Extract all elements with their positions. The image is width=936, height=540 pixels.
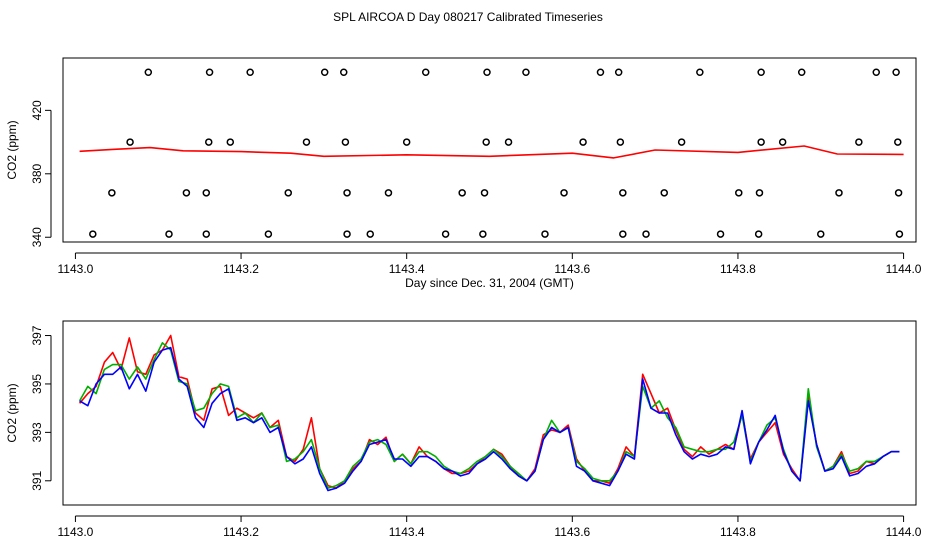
data-point-marker [614,68,623,77]
series-line-3 [79,346,900,492]
chart-panel-top: 1143.0 1143.2 1143.4 1143.6 1143.8 1144.0 Day … [5,57,922,290]
y-tick-label: 420 [30,100,44,120]
data-point-marker [716,230,725,238]
data-point-marker [89,230,97,238]
y-tick-label: 393 [30,422,44,442]
data-point-marker [458,189,466,197]
y-tick-label: 340 [30,227,44,247]
data-point-marker [144,68,153,77]
data-point-marker [126,138,134,146]
data-point-marker [284,189,293,197]
data-point-marker [892,68,900,77]
plot-frame [62,57,917,243]
data-point-marker [421,68,430,77]
data-point-marker [596,68,605,77]
data-point-marker [165,230,173,238]
data-point-marker [384,189,393,197]
x-tick-label: 1143.4 [389,262,425,276]
data-point-marker [108,189,116,197]
data-point-marker [754,230,763,238]
data-point-marker [339,68,348,77]
x-tick-label: 1143.2 [223,525,259,539]
data-point-marker [541,230,549,238]
x-tick-label: 1143.0 [58,525,94,539]
data-point-marker [366,230,374,238]
x-tick-label: 1143.8 [720,525,756,539]
series-line-1 [78,334,900,489]
data-point-marker [226,138,235,146]
data-point-marker [579,138,587,146]
page-title: SPL AIRCOA D Day 080217 Calibrated Times… [333,10,603,24]
data-point-marker [343,189,351,197]
data-point-marker [246,68,254,77]
x-tick-label: 1143.6 [554,262,590,276]
data-point-marker [616,138,625,146]
data-point-marker [642,230,650,238]
y-tick-label: 395 [30,374,44,394]
data-point-marker [797,68,806,77]
y-axis-label: CO2 (ppm) [5,120,19,179]
data-point-marker [757,138,765,146]
data-point-marker [320,68,329,77]
data-point-marker [182,189,191,197]
x-axis-label: Day since Dec. 31, 2004 (GMT) [405,276,574,290]
series-line-2 [78,342,900,489]
x-tick-label: 1143.8 [720,262,756,276]
data-point-marker [302,138,311,146]
data-point-marker [619,230,627,238]
y-tick-label: 397 [30,325,44,345]
data-point-marker [895,230,904,238]
data-point-marker [479,230,487,238]
data-point-marker [619,189,627,197]
data-point-marker [205,68,214,77]
data-point-marker [817,230,825,238]
data-point-marker [872,68,880,77]
data-point-marker [482,138,490,146]
data-point-marker [894,189,903,197]
data-point-marker [264,230,273,238]
data-point-marker [696,68,704,77]
data-point-marker [343,230,351,238]
data-point-marker [660,189,668,197]
data-point-marker [735,189,743,197]
series-line-1 [79,145,904,159]
x-tick-label: 1143.0 [58,262,94,276]
y-tick-label: 380 [30,163,44,183]
plot-frame [62,320,917,506]
chart-panel-bottom: 1143.01143.21143.41143.61143.81144.0Day … [5,320,922,540]
data-point-marker [755,189,764,197]
data-point-marker [441,230,450,238]
data-point-marker [504,138,513,146]
data-point-marker [202,189,211,197]
data-point-marker [677,138,686,146]
x-tick-label: 1143.4 [389,525,425,539]
data-point-marker [835,189,843,197]
data-point-marker [483,68,491,77]
x-tick-label: 1144.0 [886,525,922,539]
x-tick-label: 1143.6 [554,525,590,539]
data-point-marker [855,138,863,146]
data-point-marker [480,189,489,197]
data-point-marker [894,138,902,146]
data-point-marker [522,68,530,77]
data-point-marker [341,138,350,146]
data-point-marker [202,230,211,238]
y-tick-label: 391 [30,470,44,490]
data-point-marker [402,138,411,146]
data-point-marker [560,189,568,197]
data-point-marker [205,138,213,146]
data-point-marker [778,138,787,146]
y-axis-label: CO2 (ppm) [5,383,19,442]
x-tick-label: 1144.0 [886,262,922,276]
data-point-marker [757,68,765,77]
x-tick-label: 1143.2 [223,262,259,276]
